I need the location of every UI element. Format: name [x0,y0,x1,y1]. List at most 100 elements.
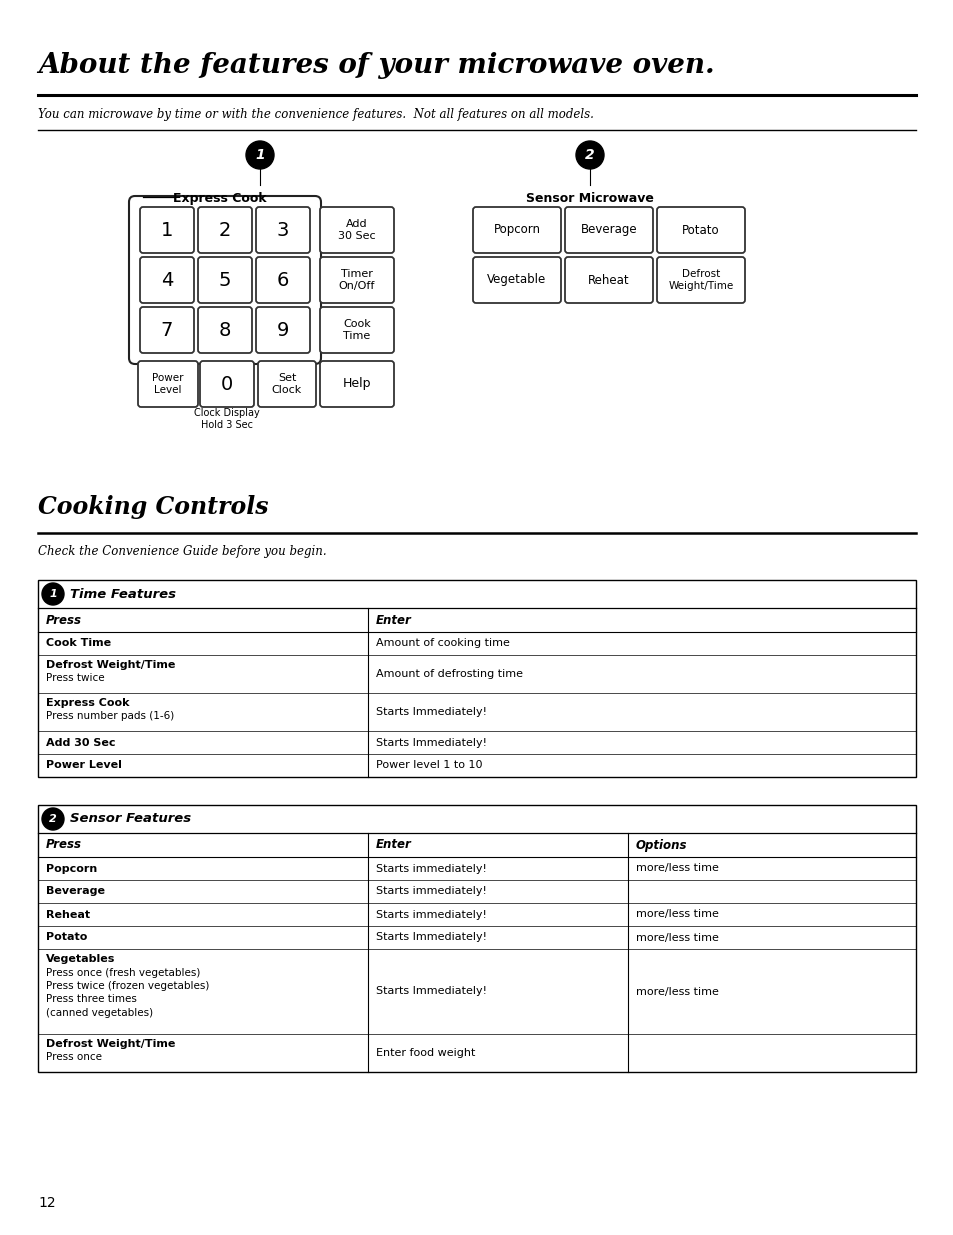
Text: Power level 1 to 10: Power level 1 to 10 [375,761,482,771]
Text: Power Level: Power Level [46,761,122,771]
Text: Press: Press [46,614,82,626]
Text: Vegetables: Vegetables [46,953,115,965]
Text: Enter: Enter [375,839,412,851]
Text: About the features of your microwave oven.: About the features of your microwave ove… [38,52,714,79]
Text: more/less time: more/less time [636,863,719,873]
Text: more/less time: more/less time [636,987,719,997]
Text: Press twice: Press twice [46,673,105,683]
Text: 8: 8 [218,321,231,340]
FancyBboxPatch shape [257,361,315,408]
Text: Starts Immediately!: Starts Immediately! [375,987,486,997]
FancyBboxPatch shape [255,207,310,253]
Text: Beverage: Beverage [580,224,637,236]
Text: Press once (fresh vegetables): Press once (fresh vegetables) [46,967,200,977]
Text: 2: 2 [584,148,594,162]
Text: Amount of cooking time: Amount of cooking time [375,638,509,648]
Text: Potato: Potato [681,224,720,236]
Text: Popcorn: Popcorn [493,224,540,236]
Text: Amount of defrosting time: Amount of defrosting time [375,669,522,679]
Text: Set
Clock: Set Clock [272,373,302,395]
Text: Cooking Controls: Cooking Controls [38,495,268,519]
Text: Starts Immediately!: Starts Immediately! [375,706,486,718]
Text: Express Cook: Express Cook [173,191,267,205]
Circle shape [42,808,64,830]
Text: Press number pads (1-6): Press number pads (1-6) [46,711,174,721]
FancyBboxPatch shape [140,308,193,353]
FancyBboxPatch shape [198,308,252,353]
FancyBboxPatch shape [319,257,394,303]
Text: Press once: Press once [46,1052,102,1062]
Text: Starts Immediately!: Starts Immediately! [375,932,486,942]
FancyBboxPatch shape [473,257,560,303]
FancyBboxPatch shape [319,207,394,253]
Text: Defrost
Weight/Time: Defrost Weight/Time [668,269,733,290]
FancyBboxPatch shape [319,361,394,408]
Text: 9: 9 [276,321,289,340]
Text: Starts immediately!: Starts immediately! [375,909,486,920]
Text: Reheat: Reheat [46,909,90,920]
Text: Enter food weight: Enter food weight [375,1049,475,1058]
Text: 4: 4 [161,270,173,289]
Text: Enter: Enter [375,614,412,626]
Text: Beverage: Beverage [46,887,105,897]
Text: Press twice (frozen vegetables): Press twice (frozen vegetables) [46,981,209,990]
Text: Power
Level: Power Level [152,373,184,395]
FancyBboxPatch shape [255,308,310,353]
FancyBboxPatch shape [140,257,193,303]
Text: Starts Immediately!: Starts Immediately! [375,737,486,747]
FancyBboxPatch shape [564,207,652,253]
FancyBboxPatch shape [657,207,744,253]
Text: Reheat: Reheat [588,273,629,287]
Text: Help: Help [342,378,371,390]
Text: 2: 2 [49,814,57,824]
Text: 7: 7 [161,321,173,340]
FancyBboxPatch shape [564,257,652,303]
Circle shape [576,141,603,169]
FancyBboxPatch shape [200,361,253,408]
Text: Sensor Features: Sensor Features [70,813,191,825]
Text: 1: 1 [49,589,57,599]
Text: more/less time: more/less time [636,909,719,920]
Text: Defrost Weight/Time: Defrost Weight/Time [46,1039,175,1049]
Text: You can microwave by time or with the convenience features.  Not all features on: You can microwave by time or with the co… [38,107,594,121]
Text: Cook
Time: Cook Time [343,319,371,341]
FancyBboxPatch shape [198,207,252,253]
Text: 1: 1 [161,221,173,240]
Text: 5: 5 [218,270,231,289]
Text: (canned vegetables): (canned vegetables) [46,1008,153,1018]
Text: Defrost Weight/Time: Defrost Weight/Time [46,659,175,671]
Text: Check the Convenience Guide before you begin.: Check the Convenience Guide before you b… [38,545,326,558]
Text: Add 30 Sec: Add 30 Sec [46,737,115,747]
Text: Cook Time: Cook Time [46,638,111,648]
Text: 0: 0 [221,374,233,394]
Text: Potato: Potato [46,932,88,942]
FancyBboxPatch shape [198,257,252,303]
Text: 3: 3 [276,221,289,240]
Text: 12: 12 [38,1195,55,1210]
FancyBboxPatch shape [657,257,744,303]
FancyBboxPatch shape [473,207,560,253]
Text: Sensor Microwave: Sensor Microwave [525,191,653,205]
Text: Press: Press [46,839,82,851]
Text: Press three times: Press three times [46,994,136,1004]
FancyBboxPatch shape [138,361,198,408]
Text: Timer
On/Off: Timer On/Off [338,269,375,290]
Text: Time Features: Time Features [70,588,175,600]
Text: Options: Options [636,839,687,851]
Text: Vegetable: Vegetable [487,273,546,287]
Text: Clock Display
Hold 3 Sec: Clock Display Hold 3 Sec [193,408,259,431]
Text: Starts immediately!: Starts immediately! [375,863,486,873]
Bar [38,580,915,777]
Text: 1: 1 [254,148,265,162]
Text: Popcorn: Popcorn [46,863,97,873]
Text: more/less time: more/less time [636,932,719,942]
Text: 2: 2 [218,221,231,240]
Bar [38,805,915,1072]
FancyBboxPatch shape [140,207,193,253]
FancyBboxPatch shape [319,308,394,353]
FancyBboxPatch shape [129,196,320,364]
Text: Add
30 Sec: Add 30 Sec [337,219,375,241]
Circle shape [246,141,274,169]
FancyBboxPatch shape [255,257,310,303]
Circle shape [42,583,64,605]
